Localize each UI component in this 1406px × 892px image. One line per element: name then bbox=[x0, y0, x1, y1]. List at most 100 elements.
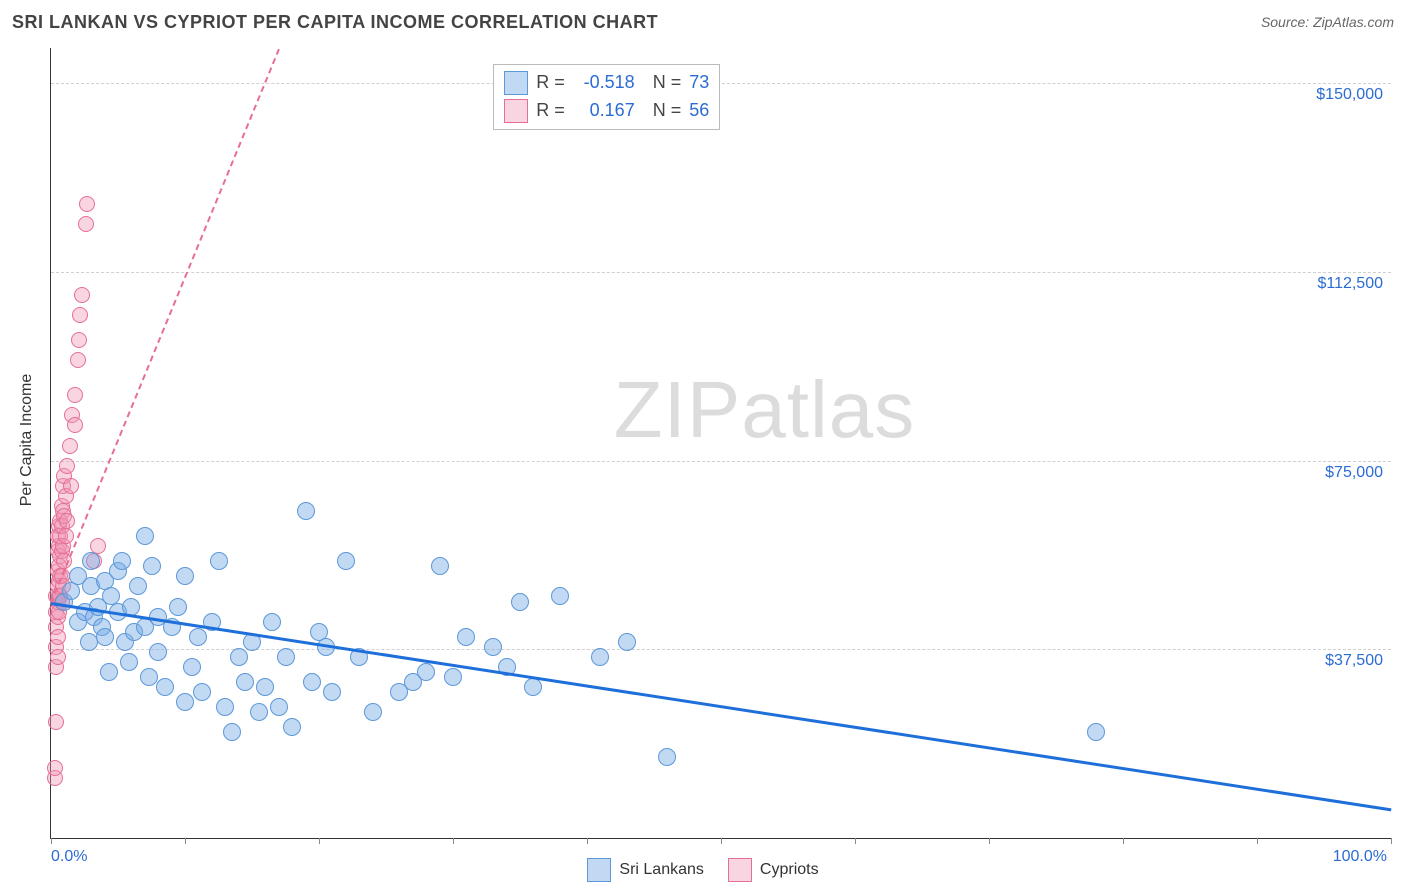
y-tick-label: $75,000 bbox=[1325, 464, 1383, 482]
data-point bbox=[551, 587, 569, 605]
data-point bbox=[236, 673, 254, 691]
legend-bottom-item: Sri Lankans bbox=[587, 858, 704, 882]
data-point bbox=[277, 648, 295, 666]
data-point bbox=[136, 527, 154, 545]
data-point bbox=[263, 613, 281, 631]
gridline bbox=[51, 272, 1391, 273]
y-tick-label: $150,000 bbox=[1316, 86, 1383, 104]
data-point bbox=[189, 628, 207, 646]
plot-area: ZIPatlas $37,500$75,000$112,500$150,0000… bbox=[50, 48, 1391, 839]
data-point bbox=[484, 638, 502, 656]
chart-title: SRI LANKAN VS CYPRIOT PER CAPITA INCOME … bbox=[12, 12, 658, 33]
gridline bbox=[51, 461, 1391, 462]
data-point bbox=[156, 678, 174, 696]
x-tick bbox=[51, 838, 52, 844]
legend-swatch bbox=[504, 99, 528, 123]
x-tick bbox=[1123, 838, 1124, 844]
data-point bbox=[524, 678, 542, 696]
legend-row: R =-0.518N =73 bbox=[504, 69, 709, 97]
data-point bbox=[79, 196, 95, 212]
data-point bbox=[431, 557, 449, 575]
data-point bbox=[50, 649, 66, 665]
data-point bbox=[230, 648, 248, 666]
x-tick bbox=[1391, 838, 1392, 844]
data-point bbox=[100, 663, 118, 681]
data-point bbox=[417, 663, 435, 681]
data-point bbox=[59, 513, 75, 529]
legend-n-value: 73 bbox=[689, 72, 709, 93]
data-point bbox=[210, 552, 228, 570]
legend-r-label: R = bbox=[536, 72, 565, 93]
data-point bbox=[297, 502, 315, 520]
data-point bbox=[176, 693, 194, 711]
data-point bbox=[169, 598, 187, 616]
data-point bbox=[591, 648, 609, 666]
legend-row: R = 0.167 N = 56 bbox=[504, 97, 709, 125]
data-point bbox=[323, 683, 341, 701]
chart-source: Source: ZipAtlas.com bbox=[1261, 14, 1394, 30]
x-tick bbox=[319, 838, 320, 844]
data-point bbox=[511, 593, 529, 611]
data-point bbox=[183, 658, 201, 676]
data-point bbox=[256, 678, 274, 696]
legend-swatch bbox=[587, 858, 611, 882]
data-point bbox=[618, 633, 636, 651]
data-point bbox=[74, 287, 90, 303]
legend-correlation-box: R = -0.518 N = 73 R = 0.167 N = 56 bbox=[493, 64, 720, 130]
legend-series-name: Sri Lankans bbox=[619, 861, 704, 879]
data-point bbox=[303, 673, 321, 691]
data-point bbox=[658, 748, 676, 766]
data-point bbox=[67, 417, 83, 433]
data-point bbox=[71, 332, 87, 348]
data-point bbox=[149, 643, 167, 661]
data-point bbox=[193, 683, 211, 701]
data-point bbox=[1087, 723, 1105, 741]
legend-series-name: Cypriots bbox=[760, 861, 819, 879]
legend-swatch bbox=[728, 858, 752, 882]
data-point bbox=[78, 216, 94, 232]
data-point bbox=[223, 723, 241, 741]
data-point bbox=[70, 352, 86, 368]
trend-line bbox=[50, 49, 280, 603]
data-point bbox=[96, 628, 114, 646]
x-tick bbox=[453, 838, 454, 844]
x-tick bbox=[587, 838, 588, 844]
data-point bbox=[129, 577, 147, 595]
legend-n-label: N = bbox=[653, 100, 682, 121]
y-axis-title: Per Capita Income bbox=[18, 374, 36, 507]
data-point bbox=[50, 629, 66, 645]
data-point bbox=[63, 478, 79, 494]
watermark-atlas: atlas bbox=[741, 365, 915, 454]
data-point bbox=[250, 703, 268, 721]
legend-n-value: 56 bbox=[689, 100, 709, 121]
data-point bbox=[59, 458, 75, 474]
x-tick bbox=[855, 838, 856, 844]
data-point bbox=[113, 552, 131, 570]
data-point bbox=[120, 653, 138, 671]
data-point bbox=[457, 628, 475, 646]
chart-header: SRI LANKAN VS CYPRIOT PER CAPITA INCOME … bbox=[0, 0, 1406, 44]
legend-r-value: -0.518 bbox=[573, 72, 635, 93]
data-point bbox=[72, 307, 88, 323]
legend-r-label: R = bbox=[536, 100, 565, 121]
data-point bbox=[62, 438, 78, 454]
x-tick bbox=[185, 838, 186, 844]
legend-bottom-item: Cypriots bbox=[728, 858, 819, 882]
data-point bbox=[47, 760, 63, 776]
y-tick-label: $112,500 bbox=[1317, 275, 1383, 293]
gridline bbox=[51, 83, 1391, 84]
watermark-zip: ZIP bbox=[614, 365, 741, 454]
data-point bbox=[176, 567, 194, 585]
legend-r-value: 0.167 bbox=[573, 100, 635, 121]
data-point bbox=[216, 698, 234, 716]
data-point bbox=[143, 557, 161, 575]
data-point bbox=[337, 552, 355, 570]
data-point bbox=[364, 703, 382, 721]
data-point bbox=[140, 668, 158, 686]
data-point bbox=[444, 668, 462, 686]
data-point bbox=[270, 698, 288, 716]
data-point bbox=[283, 718, 301, 736]
x-tick bbox=[1257, 838, 1258, 844]
legend-bottom: Sri Lankans Cypriots bbox=[0, 858, 1406, 882]
x-tick bbox=[989, 838, 990, 844]
